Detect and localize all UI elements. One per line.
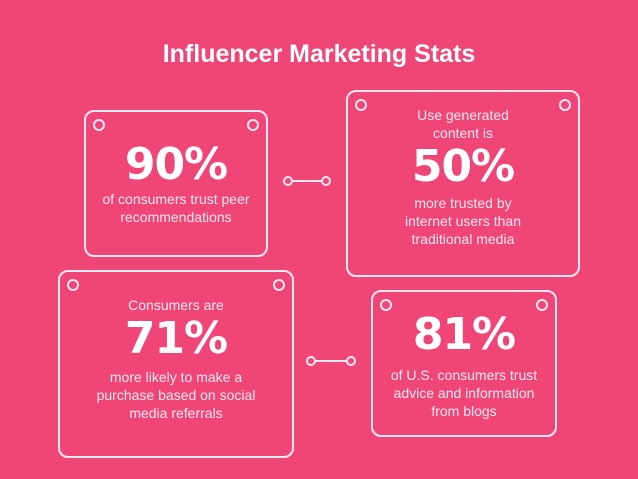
stat-value: 50% — [411, 141, 515, 192]
stat-description: more likely to make a purchase based on … — [96, 369, 256, 421]
page-title: Influencer Marketing Stats — [162, 40, 476, 68]
rivet-icon — [247, 119, 259, 131]
stat-value: 81% — [412, 309, 516, 360]
rivet-icon — [273, 279, 285, 291]
stat-description: more trusted by internet users than trad… — [405, 195, 521, 247]
rivet-icon — [93, 119, 105, 131]
rivet-icon — [67, 279, 79, 291]
stat-description: of U.S. consumers trust advice and infor… — [390, 367, 538, 419]
stat-value: 71% — [124, 313, 228, 364]
stat-card-90: 90% of consumers trust peer recommendati… — [84, 110, 268, 257]
connector-icon — [306, 356, 356, 366]
connector-icon — [283, 176, 331, 186]
stat-card-71: Consumers are 71% more likely to make a … — [58, 270, 294, 458]
stat-description: of consumers trust peer recommendations — [102, 191, 250, 225]
rivet-icon — [355, 99, 367, 111]
stat-intro: Use generated content is — [417, 107, 509, 141]
stat-value: 90% — [124, 139, 228, 190]
rivet-icon — [559, 99, 571, 111]
stat-card-81: 81% of U.S. consumers trust advice and i… — [371, 290, 557, 437]
rivet-icon — [380, 299, 392, 311]
stat-card-50: Use generated content is 50% more truste… — [346, 90, 580, 277]
rivet-icon — [536, 299, 548, 311]
stat-intro: Consumers are — [128, 297, 224, 313]
